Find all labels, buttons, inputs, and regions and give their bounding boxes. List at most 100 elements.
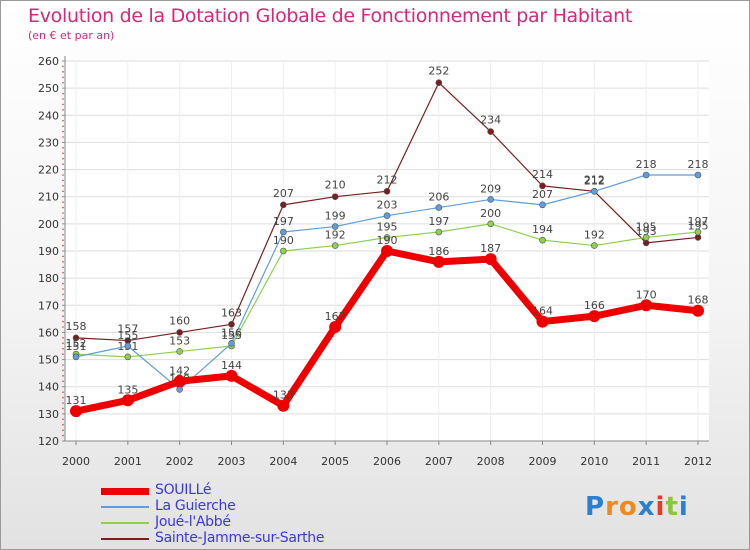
x-tick-label: 2011 xyxy=(632,455,660,468)
data-label-2: 200 xyxy=(480,207,501,220)
y-minor-tick xyxy=(62,71,64,73)
data-label-1: 206 xyxy=(428,191,449,204)
y-tick-label: 150 xyxy=(38,354,59,367)
x-tick-label: 2000 xyxy=(62,455,90,468)
y-minor-tick xyxy=(62,418,64,421)
data-label-0: 187 xyxy=(480,242,501,255)
y-minor-tick xyxy=(62,288,64,290)
data-label-1: 151 xyxy=(66,340,87,353)
data-point-3 xyxy=(72,334,80,342)
y-minor-tick xyxy=(62,407,64,410)
data-label-0: 190 xyxy=(377,234,398,247)
data-point-0 xyxy=(484,253,497,266)
data-point-0 xyxy=(692,304,704,317)
data-point-3 xyxy=(331,193,339,201)
data-point-2 xyxy=(383,234,391,241)
y-minor-tick xyxy=(62,347,64,350)
y-minor-tick xyxy=(62,136,64,138)
chart-title: Evolution de la Dotation Globale de Fonc… xyxy=(28,5,633,27)
logo-letter: t xyxy=(665,492,679,522)
y-minor-tick xyxy=(62,65,64,68)
y-minor-tick xyxy=(62,109,64,111)
data-point-3 xyxy=(694,234,702,241)
data-point-1 xyxy=(435,204,443,211)
data-point-1 xyxy=(642,171,650,179)
y-minor-tick xyxy=(62,206,64,209)
data-point-0 xyxy=(381,245,393,257)
data-point-3 xyxy=(383,187,391,195)
data-label-1: 212 xyxy=(584,174,605,187)
data-point-1 xyxy=(487,196,494,203)
legend-label: Joué-l'Abbé xyxy=(155,514,231,530)
legend-swatch xyxy=(101,522,149,524)
y-minor-tick xyxy=(62,103,64,106)
data-label-0: 162 xyxy=(325,310,346,323)
data-label-0: 168 xyxy=(688,294,709,307)
y-tick-label: 200 xyxy=(38,218,59,231)
data-label-0: 142 xyxy=(169,364,190,377)
y-minor-tick xyxy=(62,299,64,301)
data-point-2 xyxy=(487,220,494,228)
y-minor-tick xyxy=(62,163,64,165)
data-point-2 xyxy=(642,234,650,241)
y-tick-label: 220 xyxy=(38,164,59,177)
x-tick-label: 2010 xyxy=(580,455,608,468)
data-point-2 xyxy=(280,247,287,255)
y-minor-tick xyxy=(62,293,64,296)
data-label-0: 170 xyxy=(636,288,657,301)
legend-swatch xyxy=(101,538,149,540)
data-point-3 xyxy=(280,201,287,209)
data-point-1 xyxy=(72,353,80,361)
y-minor-tick xyxy=(62,233,64,236)
y-minor-tick xyxy=(62,212,64,214)
data-point-3 xyxy=(487,128,494,135)
y-minor-tick xyxy=(62,337,64,339)
y-minor-tick xyxy=(62,119,64,122)
y-minor-tick xyxy=(62,391,64,393)
data-point-2 xyxy=(435,228,443,236)
y-minor-tick xyxy=(62,98,64,100)
y-minor-tick xyxy=(62,239,64,241)
data-label-2: 153 xyxy=(169,334,190,347)
y-minor-tick xyxy=(62,380,64,383)
y-minor-tick xyxy=(62,190,64,193)
data-label-3: 193 xyxy=(636,225,657,238)
data-point-0 xyxy=(225,369,238,382)
x-tick-label: 2009 xyxy=(529,455,557,468)
y-minor-tick xyxy=(62,125,64,127)
data-point-0 xyxy=(329,321,342,333)
data-point-1 xyxy=(228,339,235,347)
y-tick-label: 240 xyxy=(38,109,59,122)
y-minor-tick xyxy=(62,228,64,231)
proxiti-logo: Proxiti xyxy=(585,492,689,522)
data-label-2: 195 xyxy=(377,220,398,233)
y-minor-tick xyxy=(62,282,64,285)
y-minor-tick xyxy=(62,342,64,345)
data-point-3 xyxy=(539,182,546,190)
data-label-2: 190 xyxy=(273,234,294,247)
data-point-1 xyxy=(280,228,287,236)
data-point-2 xyxy=(176,348,183,355)
y-minor-tick xyxy=(62,81,64,84)
y-minor-tick xyxy=(62,179,64,182)
y-minor-tick xyxy=(62,369,64,372)
data-point-3 xyxy=(435,79,443,87)
data-label-0: 135 xyxy=(117,383,138,396)
data-point-3 xyxy=(228,320,235,328)
logo-letter: i xyxy=(678,492,689,522)
y-tick-label: 180 xyxy=(38,272,59,285)
y-minor-tick xyxy=(62,244,64,247)
data-point-1 xyxy=(539,201,546,209)
y-minor-tick xyxy=(62,353,64,355)
x-tick-label: 2004 xyxy=(269,455,297,468)
data-point-2 xyxy=(539,236,546,244)
logo-letter: x xyxy=(637,492,656,522)
data-point-1 xyxy=(591,187,598,195)
x-tick-label: 2006 xyxy=(373,455,401,468)
data-label-0: 166 xyxy=(584,299,605,312)
data-label-1: 156 xyxy=(221,326,242,339)
x-tick-label: 2012 xyxy=(684,455,712,468)
y-minor-tick xyxy=(62,261,64,263)
data-label-3: 234 xyxy=(480,114,501,127)
data-point-1 xyxy=(331,223,339,230)
